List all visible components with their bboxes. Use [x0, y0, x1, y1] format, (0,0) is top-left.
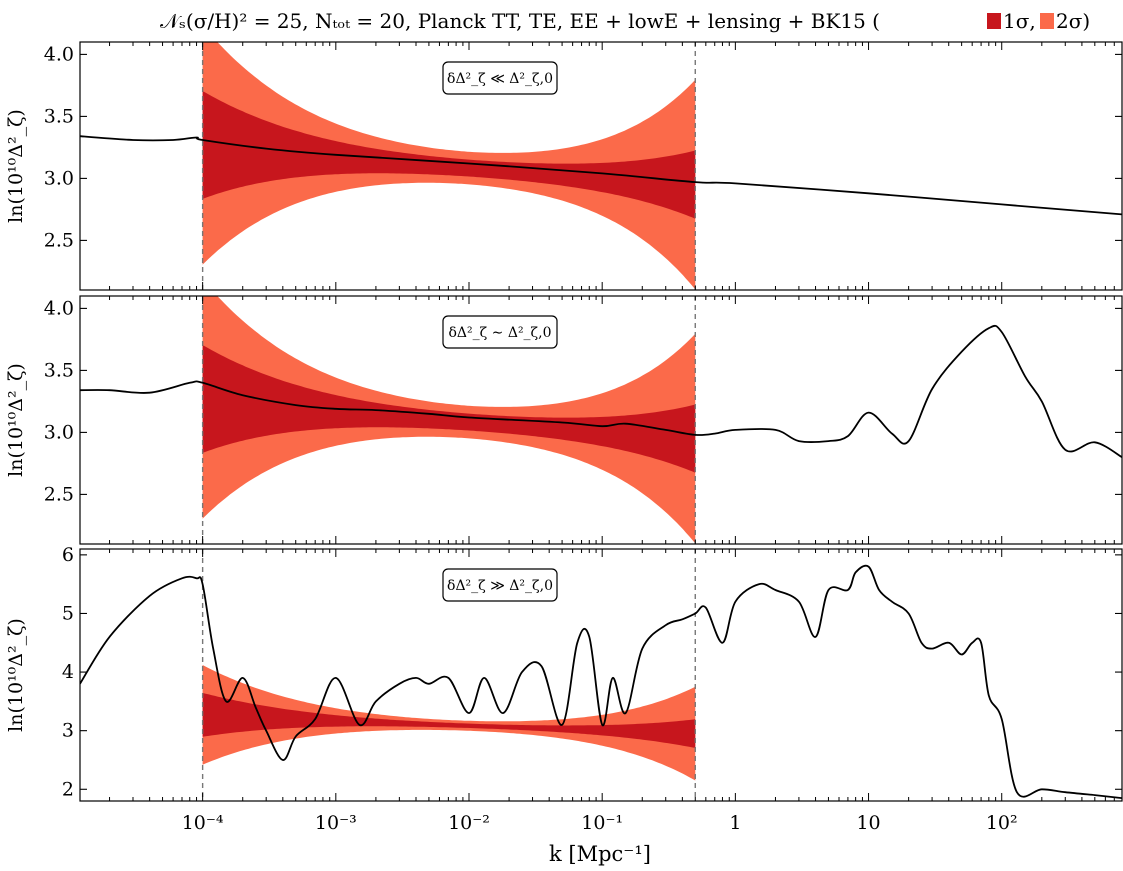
confidence-bands-middle [202, 296, 696, 544]
band-2sigma-bottom [202, 665, 696, 781]
xtick-label: 10⁻² [448, 812, 490, 834]
axes-frame-middle [79, 295, 1123, 545]
annotation-text-middle: δΔ²_ζ ∼ Δ²_ζ,0 [448, 325, 551, 341]
legend-label-1sigma: 1σ, [1003, 9, 1036, 33]
xtick-label: 1 [729, 812, 741, 834]
axes-frame-bottom [79, 548, 1123, 802]
ytick-label: 3.0 [44, 167, 74, 189]
x-ticks-middle [109, 296, 1123, 544]
annotation-frame-bottom [442, 568, 558, 602]
annotation-frame-top [442, 61, 558, 95]
xtick-label: 10⁻¹ [581, 812, 623, 834]
spectrum-curve-bottom [80, 564, 1122, 799]
panel-middle: 2.5 3.0 3.5 4.0 ln(10¹⁰Δ²_ζ) δΔ²_ζ ∼ Δ²_ζ,0 [5, 295, 1123, 545]
axes-frame-top [79, 41, 1123, 291]
annotation-box-bottom: δΔ²_ζ ≫ Δ²_ζ,0 [442, 568, 558, 602]
y-ticks-middle: 2.5 3.0 3.5 4.0 [44, 297, 1122, 505]
prior-range-lines-bottom [201, 549, 696, 801]
annotation-box-top: δΔ²_ζ ≪ Δ²_ζ,0 [442, 61, 558, 95]
panel-bottom: 2 3 4 5 6 10⁻⁴ 10⁻³ 10⁻² 10⁻¹ 1 10 10² ln(10¹⁰Δ²_ζ… [5, 544, 1123, 834]
annotation-text-top: δΔ²_ζ ≪ Δ²_ζ,0 [447, 71, 553, 87]
ytick-label: 2.5 [44, 483, 74, 505]
figure-title: 𝒩ₛ(σ/H)² = 25, Nₜₒₜ = 20, Planck TT, TE,… [160, 9, 1090, 33]
x-axis-label: k [Mpc⁻¹] [549, 842, 651, 866]
legend-swatch-1sigma [987, 13, 1001, 29]
ytick-label: 4.0 [44, 297, 74, 319]
annotation-frame-middle [442, 315, 558, 349]
xtick-label: 10⁻³ [315, 812, 357, 834]
annotation-box-middle: δΔ²_ζ ∼ Δ²_ζ,0 [442, 315, 558, 349]
ytick-label: 4.0 [44, 43, 74, 65]
ytick-label: 4 [62, 661, 74, 683]
band-1sigma-top [202, 91, 696, 219]
y-axis-label-bottom: ln(10¹⁰Δ²_ζ) [5, 618, 27, 732]
y-ticks-bottom: 2 3 4 5 6 [62, 544, 1122, 800]
ytick-label: 2.5 [44, 229, 74, 251]
legend-swatch-2sigma [1040, 13, 1054, 29]
ytick-label: 3.5 [44, 105, 74, 127]
title-prefix: 𝒩ₛ(σ/H)² = 25, Nₜₒₜ = 20, Planck TT, TE,… [160, 9, 880, 33]
annotation-text-bottom: δΔ²_ζ ≫ Δ²_ζ,0 [447, 578, 553, 594]
spectrum-curve-top [80, 135, 1122, 216]
band-1sigma-middle [202, 345, 696, 473]
legend-label-2sigma: 2σ) [1056, 9, 1090, 33]
x-ticks-bottom: 10⁻⁴ 10⁻³ 10⁻² 10⁻¹ 1 10 10² [109, 549, 1123, 834]
ytick-label: 3.0 [44, 421, 74, 443]
xtick-label: 10 [856, 812, 880, 834]
ytick-label: 5 [62, 602, 74, 624]
confidence-bands-top [202, 42, 696, 290]
ytick-label: 2 [62, 778, 74, 800]
spectrum-curve-middle [80, 324, 1122, 458]
ytick-label: 3.5 [44, 359, 74, 381]
ytick-label: 3 [62, 720, 74, 742]
band-1sigma-bottom [202, 692, 696, 748]
panel-top: 2.5 3.0 3.5 4.0 ln(10¹⁰Δ²_ζ) δΔ²_ζ ≪ Δ²_ζ,0 [5, 41, 1123, 291]
y-axis-label-middle: ln(10¹⁰Δ²_ζ) [5, 363, 27, 477]
xtick-label: 10⁻⁴ [182, 812, 224, 834]
y-ticks-top: 2.5 3.0 3.5 4.0 [44, 43, 1122, 251]
x-ticks-top [109, 42, 1123, 290]
xtick-label: 10² [986, 812, 1018, 834]
ytick-label: 6 [62, 544, 74, 566]
y-axis-label-top: ln(10¹⁰Δ²_ζ) [5, 109, 27, 223]
confidence-bands-bottom [202, 665, 696, 781]
